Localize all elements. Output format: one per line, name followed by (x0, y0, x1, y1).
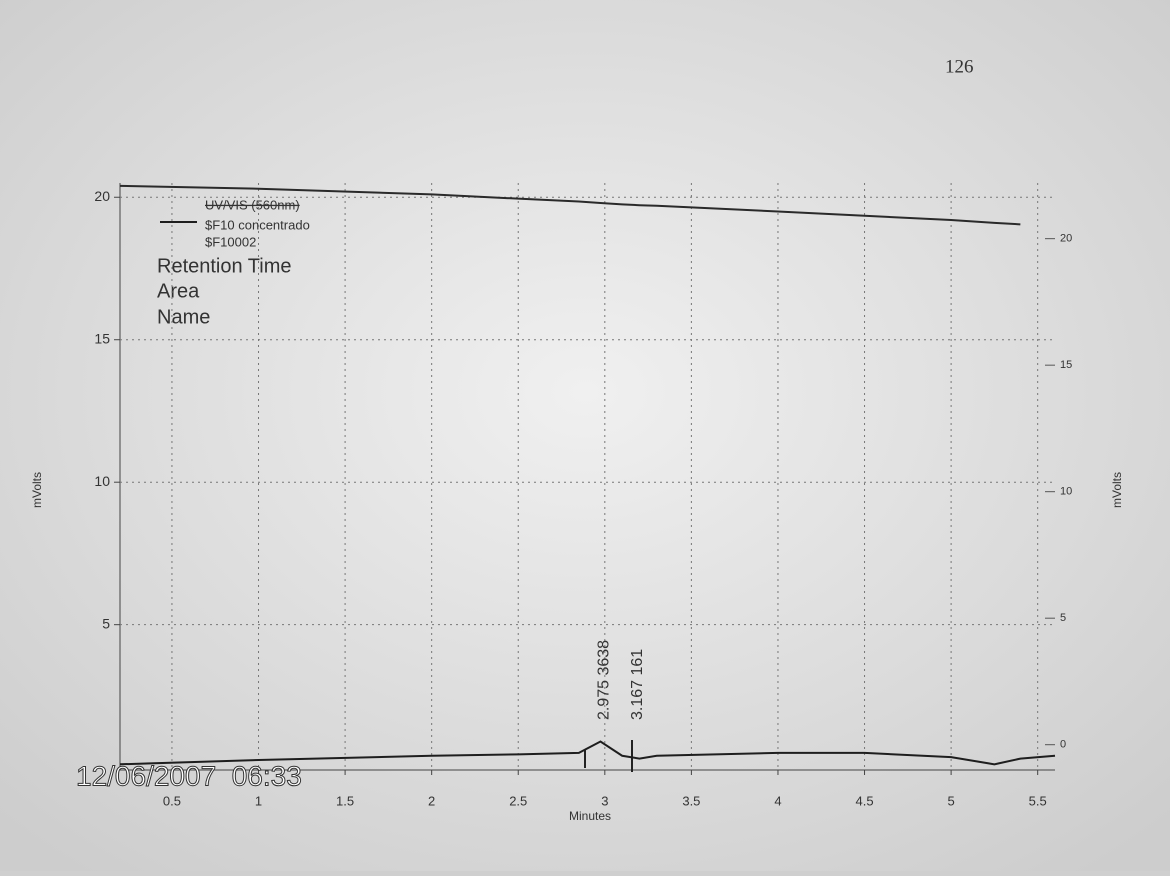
legend-title: UV/VIS (560nm) (205, 197, 300, 212)
y-axis-label: mVolts (30, 472, 44, 508)
y2-axis-label: mVolts (1110, 472, 1124, 508)
peak-label: 2.975 3638 (596, 640, 613, 720)
page-number: 126 (945, 56, 974, 77)
x-tick-label: 0.5 (163, 793, 181, 808)
x-tick-label: 5 (947, 793, 954, 808)
x-tick-label: 1 (255, 793, 262, 808)
x-tick-label: 2 (428, 793, 435, 808)
x-tick-label: 3.5 (682, 793, 700, 808)
x-axis-label: Minutes (569, 809, 611, 823)
x-tick-label: 3 (601, 793, 608, 808)
y2-tick-label: 15 (1060, 359, 1072, 371)
y2-tick-label: 10 (1060, 486, 1072, 498)
y2-tick-label: 0 (1060, 739, 1066, 751)
page: 126 UV/VIS (560nm) $F10 concentrado $F10… (0, 0, 1170, 876)
annotation-header: Name (157, 306, 210, 328)
annotation-header: Area (157, 280, 200, 302)
legend-subtitle: $F10002 (205, 234, 256, 249)
x-tick-label: 4.5 (855, 793, 873, 808)
y-tick-label: 15 (94, 330, 110, 346)
timestamp: 12/06/2007 06:33 (76, 760, 302, 791)
y-tick-label: 5 (102, 615, 110, 631)
y2-tick-label: 20 (1060, 233, 1072, 245)
x-tick-label: 2.5 (509, 793, 527, 808)
legend-entry: $F10 concentrado (205, 217, 310, 232)
y-tick-label: 10 (94, 473, 110, 489)
x-tick-label: 4 (774, 793, 781, 808)
paper (0, 0, 1170, 871)
y-tick-label: 20 (94, 188, 110, 204)
annotation-header: Retention Time (157, 255, 292, 277)
x-tick-label: 1.5 (336, 793, 354, 808)
chart: 126 UV/VIS (560nm) $F10 concentrado $F10… (0, 0, 1170, 871)
x-tick-label: 5.5 (1029, 793, 1047, 808)
y2-tick-label: 5 (1060, 612, 1066, 624)
peak-label: 3.167 161 (629, 649, 646, 720)
